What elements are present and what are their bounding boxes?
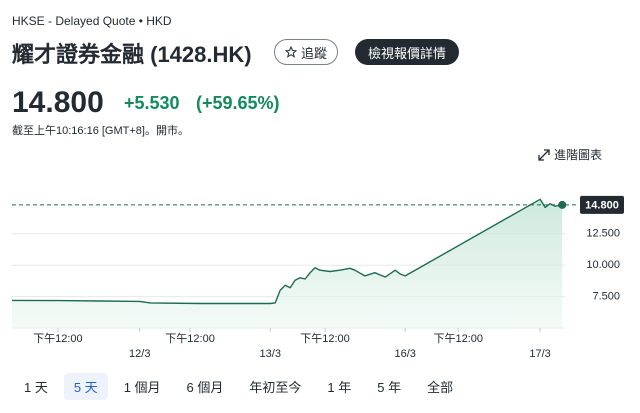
price-change: +5.530 <box>124 93 180 113</box>
quote-button[interactable]: 檢視報價詳情 <box>355 39 459 65</box>
range-tab[interactable]: 全部 <box>427 380 454 395</box>
price-line <box>11 198 563 305</box>
follow-button[interactable]: 追蹤 <box>274 39 338 65</box>
area <box>12 199 563 328</box>
y-tick-label: 10.000 <box>586 259 620 271</box>
y-tick-label: 12.500 <box>586 228 620 240</box>
chart: 7.500 10.000 12.500 下午12:00 下午12:00 下午12:00 下午… <box>11 195 624 360</box>
range-tab[interactable]: 1 年 <box>327 380 352 395</box>
range-tab[interactable]: 5 天 <box>63 373 108 400</box>
x-tick-label: 下午12:00 <box>33 332 83 345</box>
x-tick-label: 下午12:00 <box>300 332 350 345</box>
y-tick-label: 7.500 <box>592 291 620 303</box>
range-tab[interactable]: 6 個月 <box>186 380 224 395</box>
advanced-chart-text: 進階圖表 <box>554 148 603 162</box>
date-tick-label: 16/3 <box>394 348 415 360</box>
timestamp: 截至上午10:16:16 [GMT+8]。開市。 <box>12 125 189 137</box>
star-icon <box>284 46 297 58</box>
date-tick-label: 12/3 <box>129 348 150 360</box>
x-tick-label: 下午12:00 <box>434 332 484 345</box>
range-tab[interactable]: 5 年 <box>377 380 402 395</box>
exchange-label: HKSE - Delayed Quote • HKD <box>12 14 172 28</box>
range-tab[interactable]: 1 個月 <box>123 380 161 395</box>
advanced-chart-link[interactable]: 進階圖表 <box>538 146 602 163</box>
price: 14.800 <box>12 86 104 119</box>
last-point <box>558 200 567 209</box>
date-tick-label: 17/3 <box>529 348 550 360</box>
current-price-label: 14.800 <box>585 199 619 211</box>
x-tick-label: 下午12:00 <box>165 332 215 345</box>
range-tab[interactable]: 年初至今 <box>249 380 302 395</box>
price-change-percent: (+59.65%) <box>196 93 280 113</box>
follow-text: 追蹤 <box>300 45 327 61</box>
date-tick-label: 13/3 <box>260 348 281 360</box>
stock-title: 耀才證券金融 (1428.HK) <box>12 42 252 67</box>
expand-icon <box>538 148 550 161</box>
current-price-box <box>580 195 624 214</box>
range-tab[interactable]: 1 天 <box>24 380 48 395</box>
range-tabs: 1 天 5 天 1 個月 6 個月 年初至今 1 年 5 年 全部 <box>14 373 469 400</box>
